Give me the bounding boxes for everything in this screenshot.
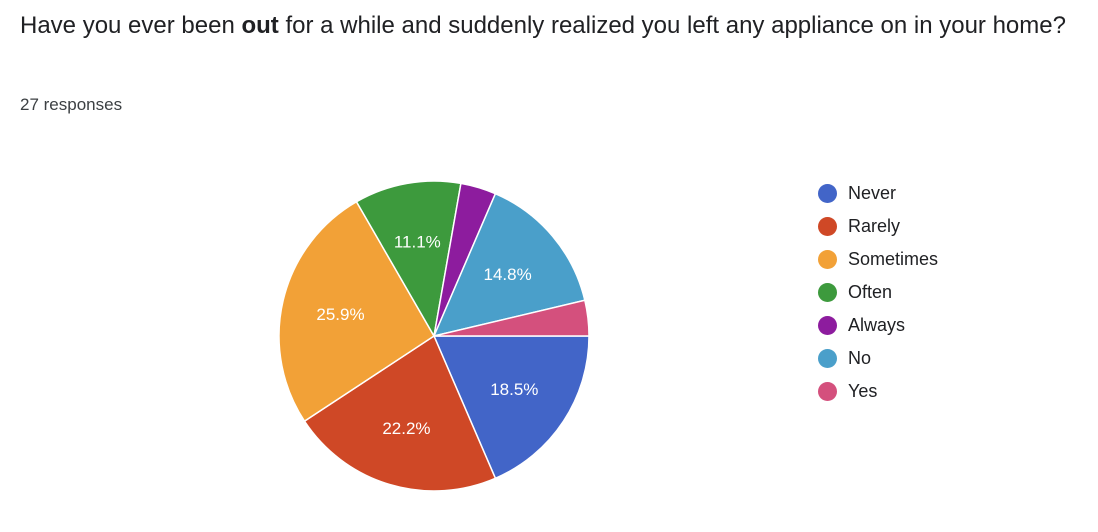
legend-swatch (818, 217, 837, 236)
pie-slice-never[interactable] (432, 335, 590, 480)
response-count: 27 responses (20, 95, 123, 114)
legend-item-often[interactable]: Often (818, 276, 938, 309)
pie-slice-often[interactable] (355, 180, 462, 339)
question-text-bold: out (241, 12, 279, 39)
pie-label-sometimes: 25.9% (316, 305, 364, 324)
legend-label: Often (848, 282, 893, 302)
question-text-before: Have you ever been (20, 12, 242, 39)
legend-label: Sometimes (848, 249, 939, 269)
legend-swatch (818, 349, 837, 368)
legend-swatch (818, 316, 837, 335)
pie-label-rarely: 22.2% (382, 419, 430, 438)
question-text-after: for a while and suddenly realized you le… (278, 12, 1066, 39)
legend-swatch (818, 184, 837, 203)
question-title: Have you ever been out for a while and s… (20, 6, 1090, 46)
legend-label: Always (848, 315, 906, 335)
legend-item-no[interactable]: No (818, 342, 938, 375)
legend-swatch (818, 250, 837, 269)
legend-item-rarely[interactable]: Rarely (818, 210, 938, 243)
pie-slice-rarely[interactable] (303, 334, 497, 492)
legend-item-never[interactable]: Never (818, 177, 938, 210)
legend-item-yes[interactable]: Yes (818, 375, 938, 408)
legend-item-always[interactable]: Always (818, 309, 938, 342)
pie-slice-sometimes[interactable] (278, 200, 436, 423)
pie-slice-no[interactable] (432, 192, 586, 338)
pie-label-no: 14.8% (484, 265, 532, 284)
legend-label: Yes (848, 381, 878, 401)
pie-label-never: 18.5% (490, 380, 538, 399)
legend-swatch (818, 382, 837, 401)
chart-legend: Never Rarely Sometimes Often Always No Yes (818, 177, 938, 408)
legend-label: Rarely (848, 216, 901, 236)
legend-item-sometimes[interactable]: Sometimes (818, 243, 938, 276)
legend-swatch (818, 283, 837, 302)
legend-label: No (848, 348, 872, 368)
pie-slice-yes[interactable] (433, 299, 590, 337)
pie-label-often: 11.1% (394, 232, 441, 251)
legend-label: Never (848, 183, 897, 203)
